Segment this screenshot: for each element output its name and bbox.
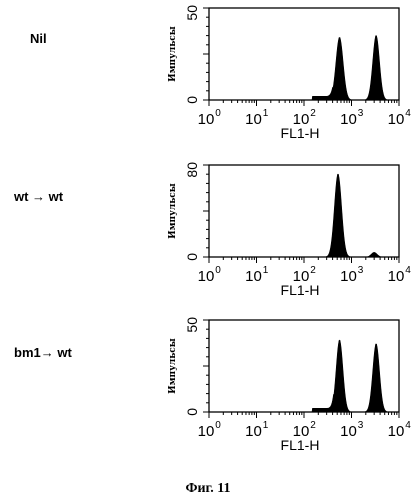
- x-tick-base: 10: [245, 268, 262, 285]
- y-tick-label: 0: [184, 408, 200, 416]
- y-tick-label: 0: [184, 96, 200, 104]
- plot-frame: [209, 165, 399, 257]
- histogram-panel: bm1→ wtИмпульсы500100101102103104FL1-H: [14, 317, 411, 453]
- histogram-panel: NilИмпульсы500100101102103104FL1-H: [30, 5, 411, 141]
- x-tick-exponent: 4: [405, 108, 411, 119]
- y-tick-label: 0: [184, 253, 200, 261]
- x-tick-exponent: 0: [215, 265, 221, 276]
- x-tick-label: 103: [340, 265, 364, 285]
- x-tick-exponent: 3: [358, 108, 364, 119]
- x-tick-exponent: 2: [310, 108, 316, 119]
- row-label: bm1→ wt: [14, 345, 72, 360]
- row-label: Nil: [30, 31, 47, 46]
- y-axis-label: Импульсы: [168, 338, 178, 394]
- y-axis-label: Импульсы: [168, 183, 178, 239]
- x-tick-exponent: 0: [215, 420, 221, 431]
- x-tick-label: 100: [198, 265, 222, 285]
- x-tick-base: 10: [388, 268, 405, 285]
- x-tick-exponent: 1: [263, 108, 269, 119]
- x-tick-base: 10: [340, 111, 357, 128]
- x-tick-label: 101: [245, 420, 269, 440]
- x-tick-exponent: 3: [358, 420, 364, 431]
- x-tick-base: 10: [245, 111, 262, 128]
- y-tick-label: 50: [184, 317, 200, 333]
- x-tick-base: 10: [340, 268, 357, 285]
- x-tick-exponent: 1: [263, 420, 269, 431]
- x-tick-base: 10: [198, 423, 215, 440]
- x-tick-base: 10: [245, 423, 262, 440]
- x-tick-exponent: 4: [405, 265, 411, 276]
- x-tick-base: 10: [198, 111, 215, 128]
- y-tick-label: 50: [184, 5, 200, 21]
- x-tick-exponent: 3: [358, 265, 364, 276]
- x-axis-label: FL1-H: [281, 437, 320, 453]
- x-tick-base: 10: [388, 111, 405, 128]
- x-tick-label: 100: [198, 108, 222, 128]
- x-tick-label: 103: [340, 108, 364, 128]
- x-axis-label: FL1-H: [281, 282, 320, 298]
- x-tick-label: 103: [340, 420, 364, 440]
- x-tick-base: 10: [198, 268, 215, 285]
- x-tick-exponent: 2: [310, 265, 316, 276]
- y-axis-label: Импульсы: [168, 26, 178, 82]
- histogram-area: [209, 36, 399, 100]
- y-tick-label: 80: [184, 162, 200, 178]
- x-axis-label: FL1-H: [281, 125, 320, 141]
- x-tick-label: 100: [198, 420, 222, 440]
- histogram-area: [209, 340, 399, 412]
- row-label: wt → wt: [13, 189, 64, 204]
- x-tick-base: 10: [340, 423, 357, 440]
- x-tick-exponent: 0: [215, 108, 221, 119]
- x-tick-label: 104: [388, 108, 412, 128]
- x-tick-base: 10: [388, 423, 405, 440]
- x-tick-exponent: 1: [263, 265, 269, 276]
- figure-caption: Фиг. 11: [185, 481, 230, 496]
- x-tick-label: 101: [245, 108, 269, 128]
- histogram-panel: wt → wtИмпульсы800100101102103104FL1-H: [13, 162, 411, 298]
- histogram-area: [209, 174, 399, 257]
- histogram-panels: NilИмпульсы500100101102103104FL1-Hwt → w…: [13, 5, 411, 453]
- x-tick-exponent: 4: [405, 420, 411, 431]
- x-tick-label: 104: [388, 420, 412, 440]
- x-tick-exponent: 2: [310, 420, 316, 431]
- x-tick-label: 104: [388, 265, 412, 285]
- x-tick-label: 101: [245, 265, 269, 285]
